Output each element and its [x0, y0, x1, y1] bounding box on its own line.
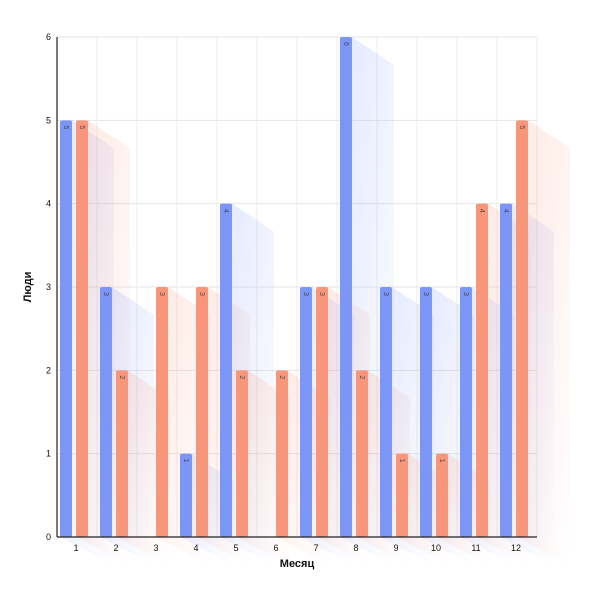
bar-shadow: [516, 120, 570, 565]
bar: [396, 453, 408, 537]
bar-value-label: 4: [478, 209, 485, 213]
axes: [56, 37, 537, 538]
bar: [100, 287, 112, 537]
bar-value-label: 5: [62, 125, 69, 129]
x-tick-label: 11: [471, 543, 480, 553]
bar: [276, 370, 288, 537]
y-tick-label: 5: [46, 115, 51, 125]
bar-value-label: 2: [118, 375, 125, 379]
bar: [516, 120, 528, 537]
bar-value-label: 1: [182, 459, 189, 463]
bar: [356, 370, 368, 537]
bar-value-label: 1: [398, 459, 405, 463]
y-tick-label: 3: [46, 282, 51, 292]
bar: [196, 287, 208, 537]
x-axis-title: Месяц: [280, 558, 315, 570]
x-tick-label: 1: [73, 543, 78, 553]
bar-value-label: 2: [238, 375, 245, 379]
x-tick-label: 3: [153, 543, 158, 553]
y-tick-label: 1: [46, 449, 51, 459]
bar: [220, 203, 232, 537]
bar-value-label: 3: [318, 292, 325, 296]
x-tick-label: 7: [313, 543, 318, 553]
bars: 5 5 3 2 3 1 3 4 2 2 3 3 6 2 3 1 3 1 3 4 4 5: [60, 37, 528, 537]
bar-value-label: 3: [422, 292, 429, 296]
bar-value-label: 1: [438, 459, 445, 463]
bar-value-label: 3: [198, 292, 205, 296]
bar: [76, 120, 88, 537]
bar: [420, 287, 432, 537]
bar-value-label: 6: [342, 42, 349, 46]
bar-value-label: 5: [78, 125, 85, 129]
bar: [156, 287, 168, 537]
bar: [340, 37, 352, 537]
bar: [60, 120, 72, 537]
bar: [460, 287, 472, 537]
bar-value-label: 2: [358, 375, 365, 379]
x-tick-label: 8: [353, 543, 358, 553]
x-tick-label: 2: [113, 543, 118, 553]
bar-value-label: 5: [518, 125, 525, 129]
bar: [476, 203, 488, 537]
bar: [380, 287, 392, 537]
bar-value-label: 3: [158, 292, 165, 296]
bar-value-label: 3: [462, 292, 469, 296]
x-tick-label: 4: [193, 543, 198, 553]
bar: [116, 370, 128, 537]
bar: [436, 453, 448, 537]
y-tick-label: 4: [46, 199, 51, 209]
bar-value-label: 4: [222, 209, 229, 213]
x-tick-label: 5: [233, 543, 238, 553]
x-tick-label: 9: [393, 543, 398, 553]
x-tick-label: 10: [431, 543, 441, 553]
y-axis-title: Люди: [22, 272, 34, 303]
bar-value-label: 4: [502, 209, 509, 213]
x-tick-label: 12: [511, 543, 521, 553]
y-tick-label: 0: [46, 532, 51, 542]
bar: [300, 287, 312, 537]
x-tick-label: 6: [273, 543, 278, 553]
bar: [500, 203, 512, 537]
bar-value-label: 3: [302, 292, 309, 296]
y-tick-label: 6: [46, 32, 51, 42]
y-tick-label: 2: [46, 365, 51, 375]
bar-value-label: 2: [278, 375, 285, 379]
bar: [316, 287, 328, 537]
bar-value-label: 3: [382, 292, 389, 296]
bar: [236, 370, 248, 537]
bar: [180, 453, 192, 537]
bar-value-label: 3: [102, 292, 109, 296]
